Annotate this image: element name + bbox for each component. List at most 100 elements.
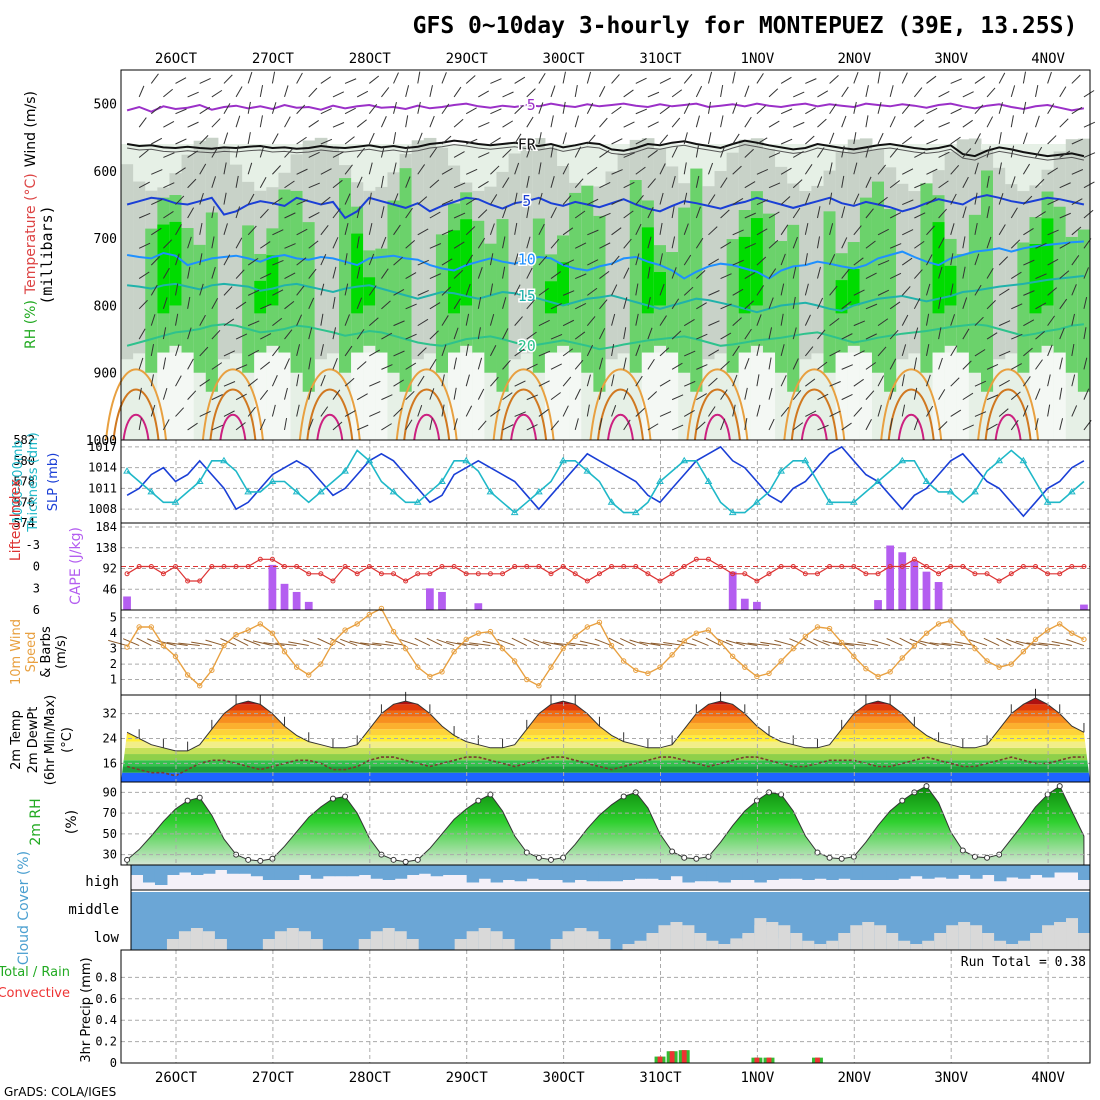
wind-barb	[477, 357, 483, 370]
wind-barb	[986, 116, 994, 128]
wind-speed-marker	[487, 628, 494, 635]
wind-barb	[623, 121, 635, 128]
cape-bar	[922, 571, 931, 610]
wind-barb	[598, 387, 603, 400]
wind-barb	[1022, 71, 1027, 84]
wind-barb	[1059, 242, 1071, 249]
wind-barb	[574, 418, 579, 431]
ylabel-thickness-2: Thickness (dm)	[26, 432, 41, 532]
wind-barb	[683, 162, 687, 175]
wind-barb	[695, 85, 703, 98]
rh-tick: 50	[103, 827, 117, 841]
wind-barb	[405, 272, 417, 279]
rh-cell	[181, 352, 195, 440]
wind-barb	[284, 272, 296, 279]
li-marker	[911, 556, 917, 562]
wind-barb	[441, 167, 453, 175]
li-marker	[802, 571, 808, 577]
rh-cell	[617, 153, 631, 354]
wind-barb	[441, 344, 447, 357]
surface-wind-barb	[317, 637, 334, 646]
wind-barb	[441, 404, 445, 417]
rh-cell	[666, 252, 679, 354]
wind-barb	[211, 362, 223, 370]
li-marker	[560, 564, 566, 569]
wind-barb	[393, 288, 405, 296]
wind-barb	[1035, 273, 1047, 280]
wind-barb	[744, 148, 754, 158]
wind-barb	[853, 193, 860, 205]
wind-barb	[490, 137, 501, 145]
cloud-low-cell	[874, 925, 887, 950]
wind-barb	[138, 328, 146, 340]
wind-barb	[308, 387, 312, 400]
wind-barb	[477, 237, 486, 249]
wind-barb	[889, 180, 900, 189]
wind-speed-marker	[608, 642, 615, 649]
wind-barb	[756, 199, 769, 206]
wind-barb	[368, 132, 375, 145]
wind-barb	[538, 162, 542, 175]
surface-wind-barb	[436, 638, 455, 647]
cape-bar	[740, 598, 749, 610]
wind-barb	[986, 300, 996, 310]
wind-barb	[841, 206, 846, 219]
wind-barb	[138, 271, 150, 279]
wind-speed-marker	[572, 633, 578, 639]
wind-barb	[647, 91, 660, 98]
wind-barb	[175, 283, 179, 296]
cloud-low-cell	[394, 931, 407, 950]
wind-barb	[478, 90, 489, 98]
wind-barb	[974, 104, 984, 115]
wind-speed-marker	[1008, 661, 1014, 667]
thickness-marker	[389, 487, 398, 495]
cape-bar	[898, 552, 907, 610]
ylabel-wind-line: 10m Wind	[9, 619, 24, 685]
wind-barb	[175, 375, 182, 387]
surface-wind-barb	[620, 638, 636, 647]
wind-barb	[538, 132, 542, 145]
wind-barb	[260, 333, 272, 340]
wind-barb	[865, 145, 870, 158]
rh-cell	[314, 137, 328, 360]
wind-barb	[1023, 319, 1035, 327]
cloud-high-cell	[718, 865, 731, 883]
wind-speed-marker	[935, 621, 942, 627]
cloud-high-cell	[706, 865, 719, 882]
thickness-tick: 574	[13, 516, 35, 530]
wind-barb	[199, 106, 211, 115]
temp-band	[121, 698, 1090, 705]
temp-band	[121, 747, 1090, 755]
surface-wind-barb	[340, 638, 358, 647]
thickness-marker	[220, 456, 228, 464]
wind-speed-marker	[536, 683, 542, 689]
wind-barb	[599, 299, 608, 310]
surface-wind-barb	[288, 641, 309, 647]
ylabel-wind-line: (m/s)	[54, 635, 69, 669]
wind-barb	[380, 116, 387, 128]
warm-plume	[105, 368, 167, 441]
bottom-date-label: 1NOV	[741, 1070, 775, 1086]
wind-barb	[393, 256, 403, 266]
rh-marker	[257, 857, 264, 864]
wind-barb	[962, 176, 969, 188]
wind-barb	[1023, 347, 1033, 357]
wind-barb	[611, 74, 620, 84]
wind-barb	[344, 253, 348, 266]
li-marker	[148, 564, 154, 569]
wind-barb	[829, 349, 841, 357]
warm-plume	[994, 413, 1022, 441]
wind-barb	[586, 374, 591, 387]
wind-barb	[768, 152, 781, 158]
wind-barb	[380, 145, 385, 158]
wind-barb	[732, 374, 738, 387]
rh-cell	[908, 191, 921, 354]
li-marker	[790, 564, 796, 569]
thickness-marker	[268, 477, 277, 484]
li-marker	[778, 564, 784, 569]
rh-cell	[351, 233, 364, 314]
slp-tick: 1008	[88, 502, 117, 516]
wind-barb	[1071, 284, 1077, 296]
cloud-low-cell	[622, 944, 635, 950]
isotherm-label: 5	[522, 192, 531, 210]
